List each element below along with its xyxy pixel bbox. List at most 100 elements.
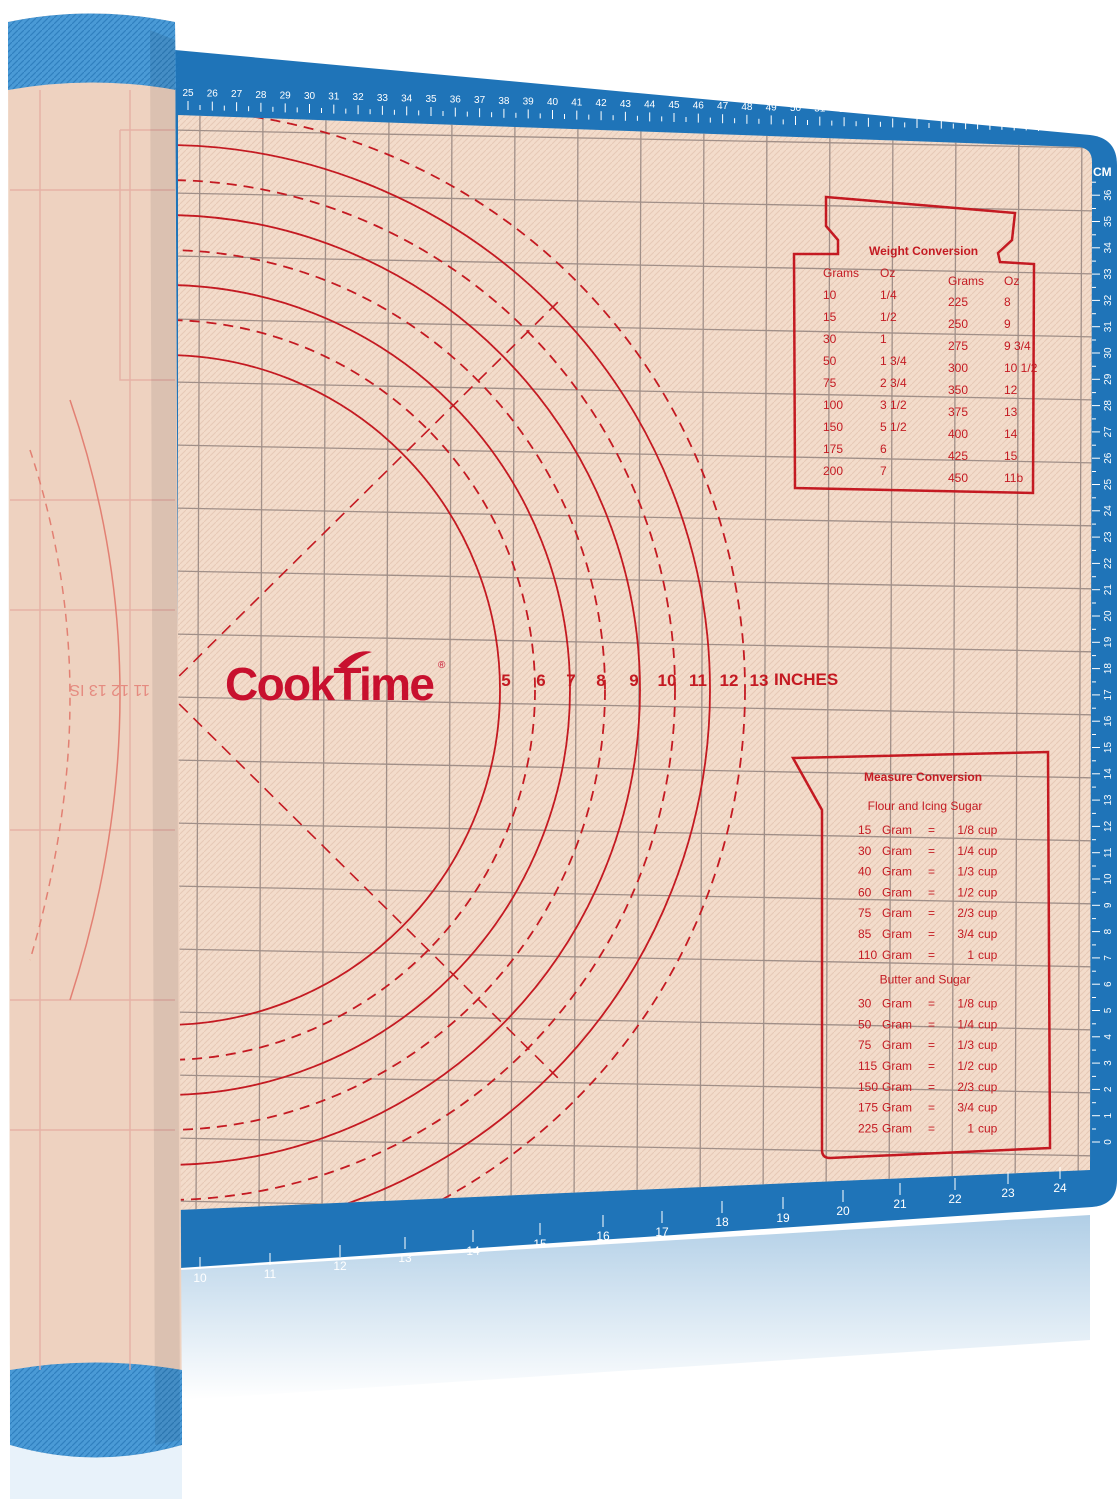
table-cell: Gram [882,948,912,962]
grid-line [888,115,894,1210]
ruler-label: 32 [353,92,365,103]
table-cell: 115 [858,1059,877,1073]
table-cell: 1/4 [957,1017,974,1031]
ruler-label: 2 [1103,1086,1114,1092]
table-cell: 1/2 [957,1059,974,1073]
table-cell: cup [978,1038,998,1052]
ruler-label: 34 [401,93,413,104]
table-cell: Gram [882,1017,912,1031]
table-cell: Gram [882,1101,912,1115]
grid-line [951,115,957,1210]
grid-line [178,1011,1092,1031]
table-cell: 150 [823,420,843,434]
inch-number: 5 [501,671,510,690]
grid-line [178,948,1092,968]
ruler-label: 23 [1001,1186,1015,1200]
ruler-label: 31 [328,92,340,103]
ruler-label: 25 [182,88,194,99]
table-cell: cup [978,948,998,962]
grid-line [1077,115,1083,1210]
table-cell: 3 1/2 [880,398,907,412]
ruler-label: 39 [523,96,535,107]
ruler-label: 14 [466,1244,480,1258]
grid-line [825,115,831,1210]
ruler-label: 48 [741,102,753,113]
table-cell: 1/8 [957,823,974,837]
table-cell: 30 [823,332,837,346]
table-cell: 1/4 [957,844,974,858]
table-cell: 425 [948,449,968,463]
table-cell: 1/4 [880,288,897,302]
ruler-label: 49 [766,102,778,113]
ruler-label: 29 [1103,373,1114,385]
section-title: Butter and Sugar [880,973,971,987]
table-cell: cup [978,844,998,858]
ruler-label: 13 [1103,794,1114,806]
ruler-label: 30 [304,91,316,102]
inch-number: 12 [720,671,739,690]
table-cell: 1/2 [880,310,897,324]
inch-number: 9 [629,671,638,690]
table-cell: 8 [1004,295,1011,309]
ruler-label: 23 [1103,531,1114,543]
ruler-label: 16 [596,1229,610,1243]
table-cell: 3/4 [957,1101,974,1115]
ruler-label: 27 [231,89,243,100]
table-header: Grams [823,266,859,280]
ruler-label: 44 [644,99,656,110]
ruler-label: 60 [1033,109,1045,120]
ruler-label: 10 [1103,873,1114,885]
ruler-label: 4 [1103,1034,1114,1040]
table-cell: 450 [948,471,968,485]
grid-line [762,115,768,1210]
table-cell: 2 3/4 [880,376,907,390]
table-cell: Gram [882,1080,912,1094]
table-cell: 50 [823,354,837,368]
cooktime-logo: CookTime ® [225,651,446,710]
table-cell: = [928,997,935,1011]
section-title: Flour and Icing Sugar [868,799,983,813]
ruler-label: 13 [398,1251,412,1265]
table-cell: 1/8 [957,997,974,1011]
ruler-label: 16 [1103,715,1114,727]
table-cell: cup [978,1101,998,1115]
table-cell: 5 1/2 [880,420,907,434]
mat-surface [178,115,1092,1210]
ruler-label: 24 [1053,1181,1067,1195]
weight-conversion-title: Weight Conversion [869,244,978,258]
table-cell: = [928,1059,935,1073]
grid-line [258,115,264,1210]
grid-line [178,885,1092,905]
ruler-label: 10 [193,1271,207,1285]
ruler-label: 18 [715,1215,729,1229]
grid-line [178,570,1092,590]
ruler-label: 58 [984,108,996,119]
ruler-label: 0 [1103,1139,1114,1145]
table-cell: cup [978,927,998,941]
table-cell: 1/3 [957,865,974,879]
ruler-label: 41 [571,98,583,109]
table-cell: cup [978,906,998,920]
table-cell: Gram [882,885,912,899]
table-cell: Gram [882,844,912,858]
ruler-label: 27 [1103,426,1114,438]
grid-line [699,115,705,1210]
table-cell: 1 3/4 [880,354,907,368]
ruler-label: 18 [1103,663,1114,675]
circle-guide [178,354,501,1026]
table-cell: 15 [858,823,872,837]
table-cell: 14 [1004,427,1018,441]
ruler-label: 1 [1103,1112,1114,1118]
circle-guide [178,319,536,1061]
grid-line [178,507,1092,527]
table-cell: 175 [823,442,843,456]
inches-label: INCHES [774,670,838,689]
inch-scale: 5 6 7 8 9 10 11 12 13 [501,671,768,690]
table-cell: 100 [823,398,843,412]
ruler-label: 43 [620,99,632,110]
table-cell: = [928,823,935,837]
table-cell: 13 [1004,405,1018,419]
ruler-label: 15 [533,1237,547,1251]
ruler-label: 33 [1103,268,1114,280]
table-cell: 30 [858,844,872,858]
